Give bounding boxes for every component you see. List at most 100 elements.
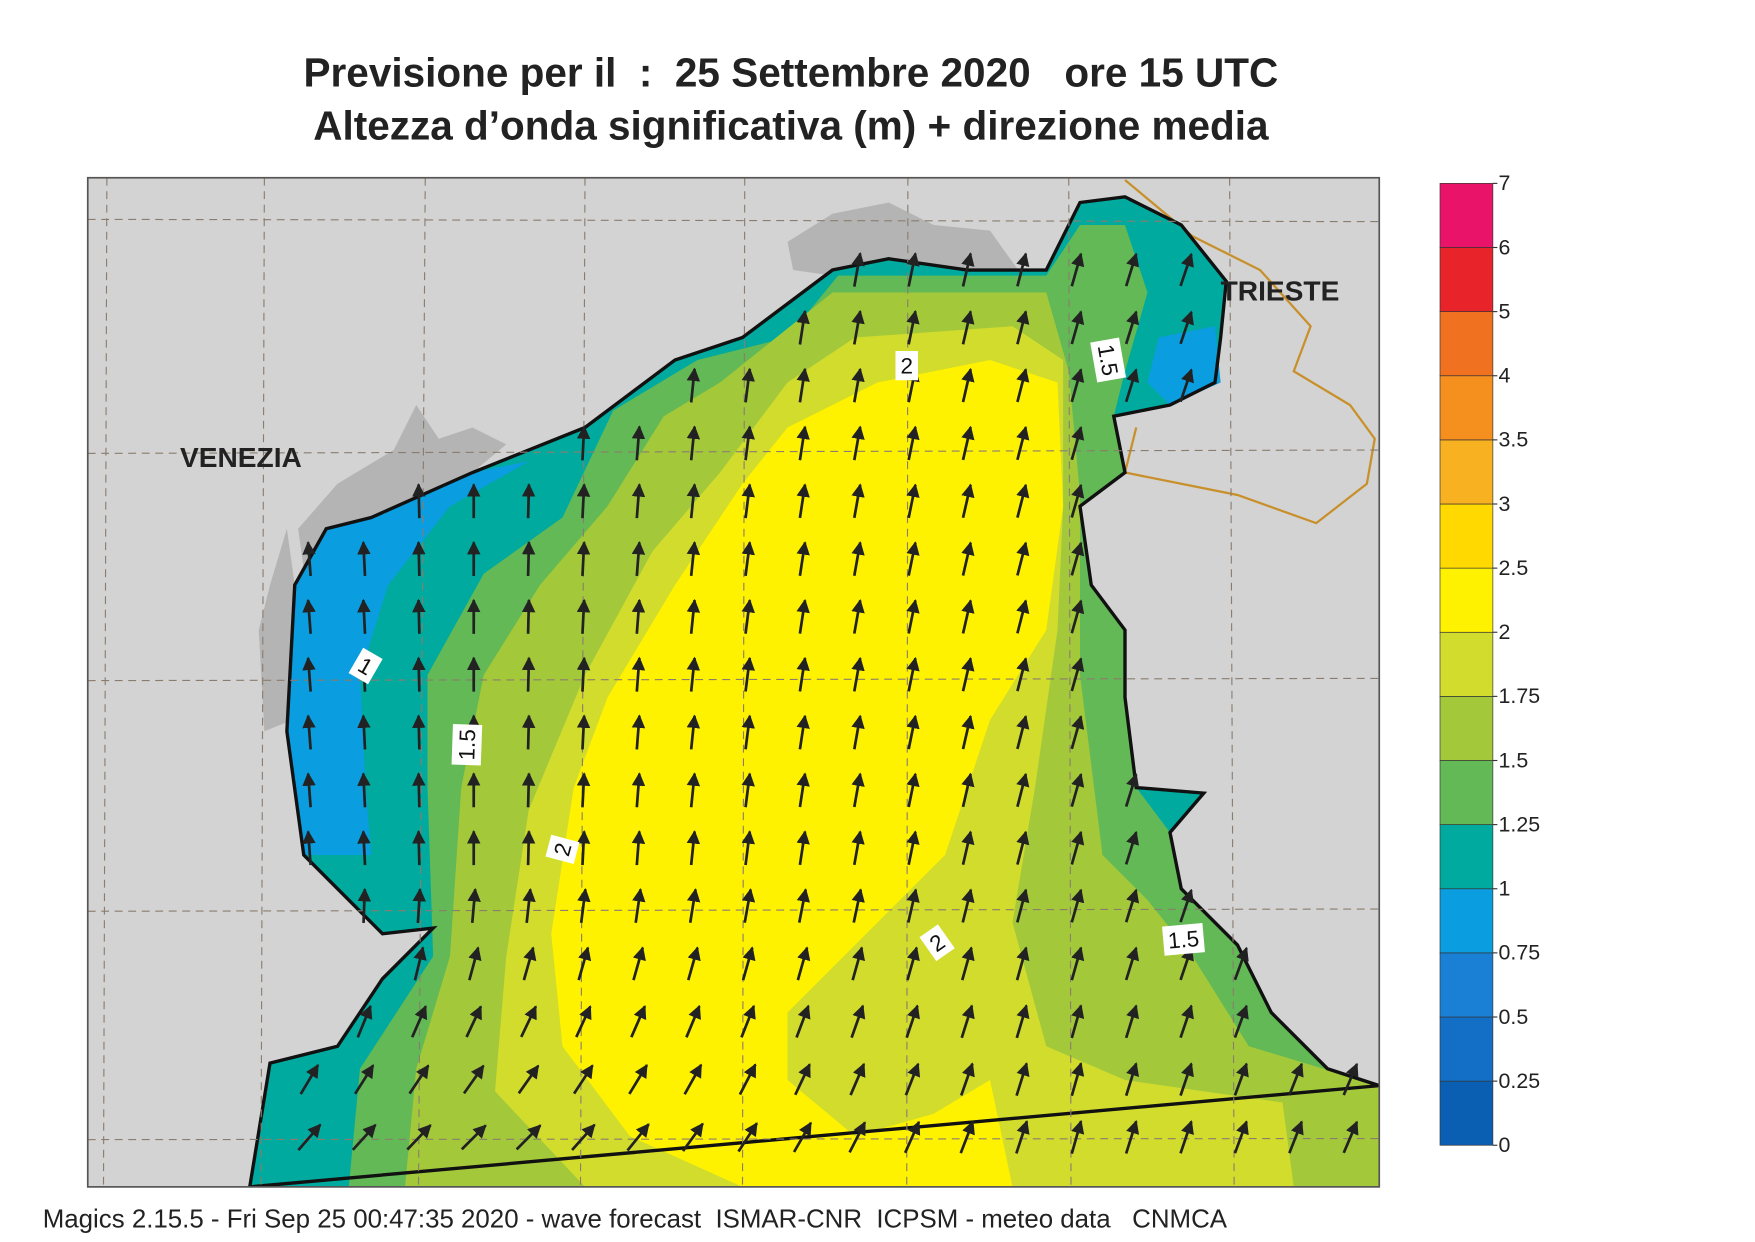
direction-arrow: [1179, 368, 1194, 403]
direction-arrow: [576, 598, 591, 634]
direction-arrow: [961, 310, 975, 345]
direction-arrow: [796, 425, 810, 461]
direction-arrow: [1288, 1062, 1304, 1096]
direction-arrow: [460, 1124, 487, 1151]
direction-arrow: [851, 599, 865, 634]
direction-arrow: [628, 1063, 649, 1095]
direction-arrow: [961, 830, 975, 865]
direction-arrow: [851, 425, 865, 461]
direction-arrow: [741, 367, 755, 403]
direction-arrow: [1016, 483, 1030, 518]
colorbar-tick-label: 3: [1499, 492, 1511, 516]
direction-arrow: [681, 1122, 704, 1152]
direction-arrow: [412, 830, 426, 866]
colorbar-tick-label: 2: [1499, 620, 1511, 644]
colorbar-band: [1439, 439, 1494, 505]
direction-arrow: [521, 772, 536, 808]
direction-arrow: [1233, 946, 1249, 981]
map-frame: [86, 176, 1381, 1188]
direction-arrow: [1124, 946, 1140, 981]
direction-arrow: [796, 830, 810, 866]
direction-arrow: [906, 830, 920, 866]
direction-arrow: [796, 714, 810, 750]
direction-arrow: [576, 830, 591, 866]
direction-arrow: [515, 1124, 542, 1151]
direction-arrow: [517, 1064, 540, 1095]
direction-arrow: [1233, 1004, 1249, 1039]
direction-arrow: [467, 887, 481, 924]
direction-arrow: [796, 598, 810, 634]
direction-arrow: [1016, 367, 1030, 403]
direction-arrow: [1070, 599, 1085, 634]
direction-arrow: [357, 598, 371, 634]
direction-arrow: [851, 946, 866, 981]
direction-arrow: [522, 887, 536, 923]
direction-arrow: [1070, 541, 1085, 576]
direction-arrow: [1342, 1062, 1359, 1096]
direction-arrow: [521, 830, 536, 866]
direction-arrow: [686, 483, 701, 519]
direction-arrow: [522, 946, 537, 981]
direction-arrow: [1233, 1062, 1249, 1096]
direction-arrow: [961, 425, 975, 461]
direction-arrow: [302, 772, 316, 808]
direction-arrow: [521, 598, 536, 634]
direction-arrow: [850, 1004, 866, 1039]
direction-arrow: [1070, 715, 1085, 750]
border: [1123, 179, 1376, 525]
direction-arrow: [1070, 772, 1085, 808]
direction-arrow: [1015, 1004, 1030, 1039]
direction-arrow: [351, 1123, 377, 1151]
direction-arrow: [1015, 1120, 1030, 1154]
direction-arrow: [906, 425, 920, 461]
direction-arrow: [1016, 657, 1030, 692]
direction-arrow: [357, 540, 371, 577]
direction-arrow: [1179, 1062, 1194, 1096]
place-label: VENEZIA: [180, 442, 302, 473]
direction-arrow: [576, 425, 591, 461]
direction-arrow: [302, 540, 316, 577]
direction-arrow: [741, 541, 755, 577]
direction-arrow: [1179, 1004, 1194, 1039]
direction-arrow: [686, 888, 701, 923]
colorbar-tick-label: 1.25: [1499, 812, 1541, 836]
direction-arrow: [796, 367, 810, 403]
direction-arrow: [961, 888, 975, 923]
direction-arrow: [1124, 1062, 1140, 1097]
direction-arrow: [686, 540, 701, 577]
colorbar-band: [1439, 631, 1494, 697]
colorbar-band: [1439, 952, 1494, 1018]
direction-arrow: [961, 772, 975, 808]
direction-arrow: [796, 309, 810, 345]
direction-arrow: [631, 483, 646, 519]
contour-label: 2: [900, 354, 913, 379]
direction-arrow: [632, 888, 646, 923]
colorbar-band: [1439, 888, 1494, 954]
coastline: [248, 195, 1380, 1187]
direction-arrow: [412, 483, 426, 519]
direction-arrow: [412, 772, 426, 808]
direction-arrow: [1070, 657, 1085, 692]
direction-arrow: [848, 1121, 867, 1154]
colorbar-band: [1439, 760, 1494, 825]
footer: Magics 2.15.5 - Fri Sep 25 00:47:35 2020…: [43, 1205, 1228, 1233]
direction-arrow: [1016, 310, 1030, 345]
colorbar-band: [1439, 247, 1494, 312]
colorbar-tick-label: 3.5: [1499, 428, 1529, 452]
colorbar-band: [1439, 1080, 1494, 1146]
colorbar-band: [1439, 696, 1494, 761]
direction-arrow: [906, 483, 920, 519]
direction-arrow: [572, 1064, 594, 1095]
direction-arrow: [1070, 1004, 1085, 1039]
direction-arrow: [1124, 368, 1140, 403]
direction-arrow: [575, 1005, 592, 1038]
colorbar-tick-label: 1.5: [1499, 748, 1529, 772]
direction-arrow: [686, 598, 701, 634]
direction-arrow: [740, 1004, 756, 1038]
direction-arrow: [851, 888, 865, 923]
subtitle: Altezza d’onda significativa (m) + direz…: [313, 103, 1269, 149]
direction-arrow: [412, 887, 426, 924]
direction-arrow: [576, 714, 591, 750]
direction-arrow: [631, 598, 646, 634]
